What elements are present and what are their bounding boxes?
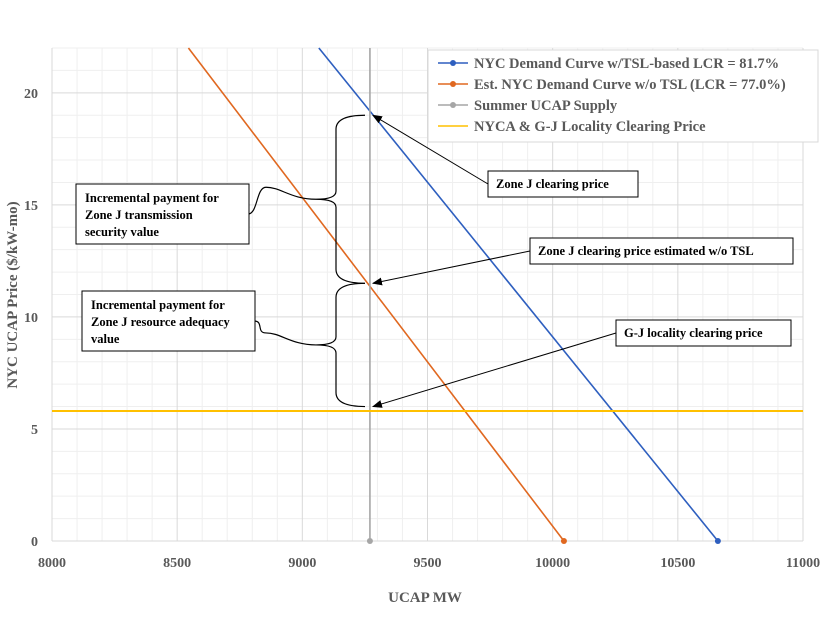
bracket-label-box — [81, 290, 256, 352]
y-tick-label: 15 — [24, 199, 38, 214]
bracket-connector — [253, 320, 317, 346]
x-tick-label: 8000 — [38, 556, 66, 571]
annotations: Zone J clearing price Zone J clearing pri… — [371, 114, 794, 408]
series-end-marker-1 — [560, 538, 567, 544]
series-layer — [52, 47, 803, 544]
callout-arrow — [371, 332, 617, 408]
legend-entry-2: Summer UCAP Supply — [474, 98, 618, 114]
x-tick-label: 8500 — [163, 556, 191, 571]
legend-marker-1 — [450, 81, 456, 87]
callout-box — [487, 170, 639, 198]
bracket-label: Incremental payment for — [91, 298, 225, 312]
legend-entry-3: NYCA & G-J Locality Clearing Price — [474, 119, 706, 135]
legend: NYC Demand Curve w/TSL-based LCR = 81.7%… — [427, 49, 819, 143]
legend-marker-0 — [450, 60, 456, 66]
bracket-label: Incremental payment for — [85, 191, 219, 205]
y-tick-label: 0 — [31, 535, 38, 550]
x-axis-title: UCAP MW — [388, 590, 462, 606]
bracket-connector — [247, 186, 317, 215]
x-tick-label: 10500 — [660, 556, 695, 571]
bracket-label-box — [75, 183, 250, 245]
curly-bracket — [315, 114, 366, 284]
callout-arrow — [372, 114, 489, 185]
callout-label: Zone J clearing price — [496, 177, 609, 191]
x-tick-label: 10000 — [535, 556, 570, 571]
x-tick-label: 9000 — [288, 556, 316, 571]
curly-bracket — [315, 282, 366, 408]
legend-box — [427, 49, 819, 143]
bracket-label: value — [91, 332, 120, 346]
series-line-0 — [318, 47, 719, 542]
x-tick-label: 9500 — [414, 556, 442, 571]
series-line-1 — [187, 47, 565, 542]
tick-labels: 8000 8500 9000 9500 10000 10500 11000 0 5 10 15 20 — [24, 87, 820, 571]
series-end-marker-0 — [714, 538, 721, 544]
legend-marker-2 — [450, 102, 456, 108]
supply-end-marker — [366, 538, 373, 544]
bracket-label: Zone J resource adequacy — [91, 315, 231, 329]
y-axis-title: NYC UCAP Price ($/kW-mo) — [5, 201, 21, 388]
callout-label: Zone J clearing price estimated w/o TSL — [538, 244, 754, 258]
x-tick-label: 11000 — [786, 556, 820, 571]
legend-entry-0: NYC Demand Curve w/TSL-based LCR = 81.7% — [474, 56, 779, 72]
callout-box — [615, 319, 792, 347]
brackets: Incremental payment for Zone J transmissi… — [75, 114, 366, 408]
y-tick-label: 20 — [24, 87, 38, 102]
bracket-label: Zone J transmission — [85, 208, 193, 222]
callout-arrow — [371, 250, 531, 286]
legend-entry-1: Est. NYC Demand Curve w/o TSL (LCR = 77.… — [474, 77, 786, 93]
y-tick-label: 10 — [24, 311, 38, 326]
bracket-label: security value — [85, 225, 159, 239]
callout-box — [529, 237, 794, 265]
y-tick-label: 5 — [31, 423, 38, 438]
callout-label: G-J locality clearing price — [624, 326, 763, 340]
